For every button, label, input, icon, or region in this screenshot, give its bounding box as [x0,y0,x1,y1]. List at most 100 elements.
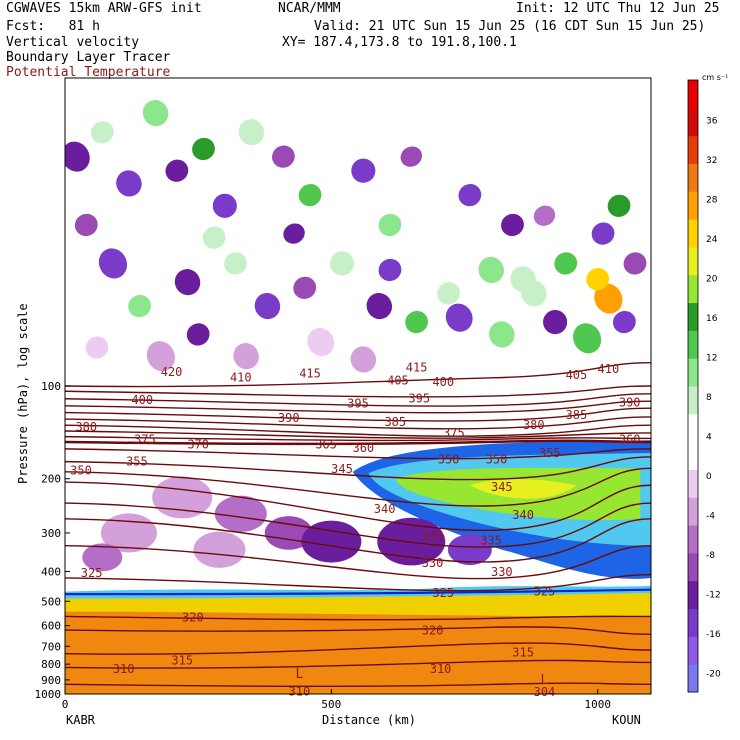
colorbar-swatch-11 [688,358,698,387]
w-contour-1 [90,121,114,144]
theta-label-12: 385 [384,415,406,429]
w-contour-20 [554,252,578,275]
colorbar-tick-6: 4 [706,432,712,442]
y-tick-label-3: 400 [41,565,61,578]
w-contour-8 [272,145,295,168]
w-contour-3 [142,100,169,127]
colorbar-swatch-15 [688,246,698,276]
w-contour-46 [437,282,460,305]
w-contour-28 [128,294,151,318]
field-vertical-velocity: Vertical velocity [6,35,140,50]
mid-w-contour-8 [193,531,246,568]
pbl-tracer-edge-blue [65,585,651,599]
y-tick-label-5: 600 [41,620,61,633]
w-contour-52 [350,346,377,373]
theta-label-38: 325 [534,585,556,599]
theta-contour-18 [65,615,651,621]
y-axis-title: Pressure (hPa), log scale [16,303,30,484]
w-contour-12 [378,213,402,237]
w-contour-4 [165,159,189,182]
w-contour-48 [146,341,175,372]
cross-section-coords: XY= 187.4,173.8 to 191.8,100.1 [282,35,517,50]
theta-contour-12 [65,467,651,507]
colorbar-unit: cm s⁻¹ [702,73,728,82]
mid-w-contour-7 [82,543,123,572]
org-label: NCAR/MMM [278,1,341,16]
colorbar-tick-1: -16 [706,630,721,640]
theta-contour-11 [65,456,651,481]
y-tick-label-2: 300 [41,527,61,540]
theta-label-41: 315 [171,654,193,668]
y-tick-label-9: 1000 [35,688,62,701]
theta-label-11: 395 [408,392,430,406]
theta-contour-14 [65,502,651,548]
y-tick-label-8: 900 [41,674,61,687]
colorbar-swatch-12 [688,330,698,359]
theta-contour-16 [65,545,651,580]
theta-label-10: 395 [347,397,369,411]
colorbar-tick-3: -8 [706,551,715,561]
mid-w-contour-5 [447,534,492,566]
colorbar-swatch-0 [688,664,698,693]
theta-contour-9 [65,439,651,446]
colorbar-tick-5: 0 [706,472,712,482]
w-contour-19 [533,205,556,226]
theta-label-31: 340 [512,508,534,522]
colorbar-tick-9: 16 [706,314,718,324]
w-contour-7 [238,119,265,146]
theta-contour-17 [65,574,651,592]
w-contour-40 [572,323,602,354]
theta-contour-2 [65,393,651,407]
w-contour-9 [298,183,322,207]
theta-label-45: 310 [289,684,311,698]
colorbar-tick-14: 36 [706,116,718,126]
colorbar-tick-13: 32 [706,156,717,166]
theta-label-20: 365 [315,438,337,452]
mid-w-contour-6 [100,513,157,553]
theta-label-35: 330 [422,556,444,570]
w-contour-13 [400,146,423,167]
w-contour-11 [351,158,376,183]
theta-label-43: 310 [113,662,135,676]
w-contour-38 [510,266,536,293]
colorbar-swatch-8 [688,441,698,470]
mid-w-contour-0 [152,476,213,519]
w-contour-6 [212,193,237,218]
forecast-hour: Fcst: 81 h [6,19,100,34]
w-contour-47 [186,323,210,346]
colorbar-tick-0: -20 [706,669,721,679]
theta-label-32: 335 [422,529,444,543]
theta-label-6: 410 [598,362,620,376]
init-time: Init: 12 UTC Thu 12 Jun 25 [516,1,720,16]
theta-contour-7 [65,430,651,439]
w-contour-27 [98,248,128,279]
theta-contour-3 [65,400,651,414]
theta-label-1: 410 [230,371,252,385]
theta-contour-21 [65,659,651,669]
valid-time: Valid: 21 UTC Sun 15 Jun 25 (16 CDT Sun … [314,19,706,34]
theta-label-17: 375 [443,426,465,440]
w-contour-31 [254,292,281,320]
theta-label-4: 400 [432,375,454,389]
theta-label-40: 320 [422,623,444,637]
left-endpoint-label: KABR [66,713,95,727]
theta-contour-19 [65,626,651,636]
theta-label-7: 405 [387,374,409,388]
theta-label-27: 350 [486,452,508,466]
w-contour-41 [612,310,636,334]
x-tick-label-2: 1000 [584,698,611,711]
y-tick-label-1: 200 [41,473,61,486]
colorbar-swatch-17 [688,191,698,220]
w-contour-42 [74,213,98,237]
theta-label-21: 360 [352,441,374,455]
colorbar-swatch-13 [688,302,698,331]
w-contour-22 [591,222,615,245]
theta-label-36: 330 [491,565,513,579]
w-contour-35 [405,310,428,334]
colorbar-swatch-1 [688,636,698,665]
colorbar-swatch-7 [688,469,698,498]
field-boundary-layer-tracer: Boundary Layer Tracer [6,50,171,65]
w-contour-23 [607,194,631,217]
theta-label-5: 405 [566,368,588,382]
